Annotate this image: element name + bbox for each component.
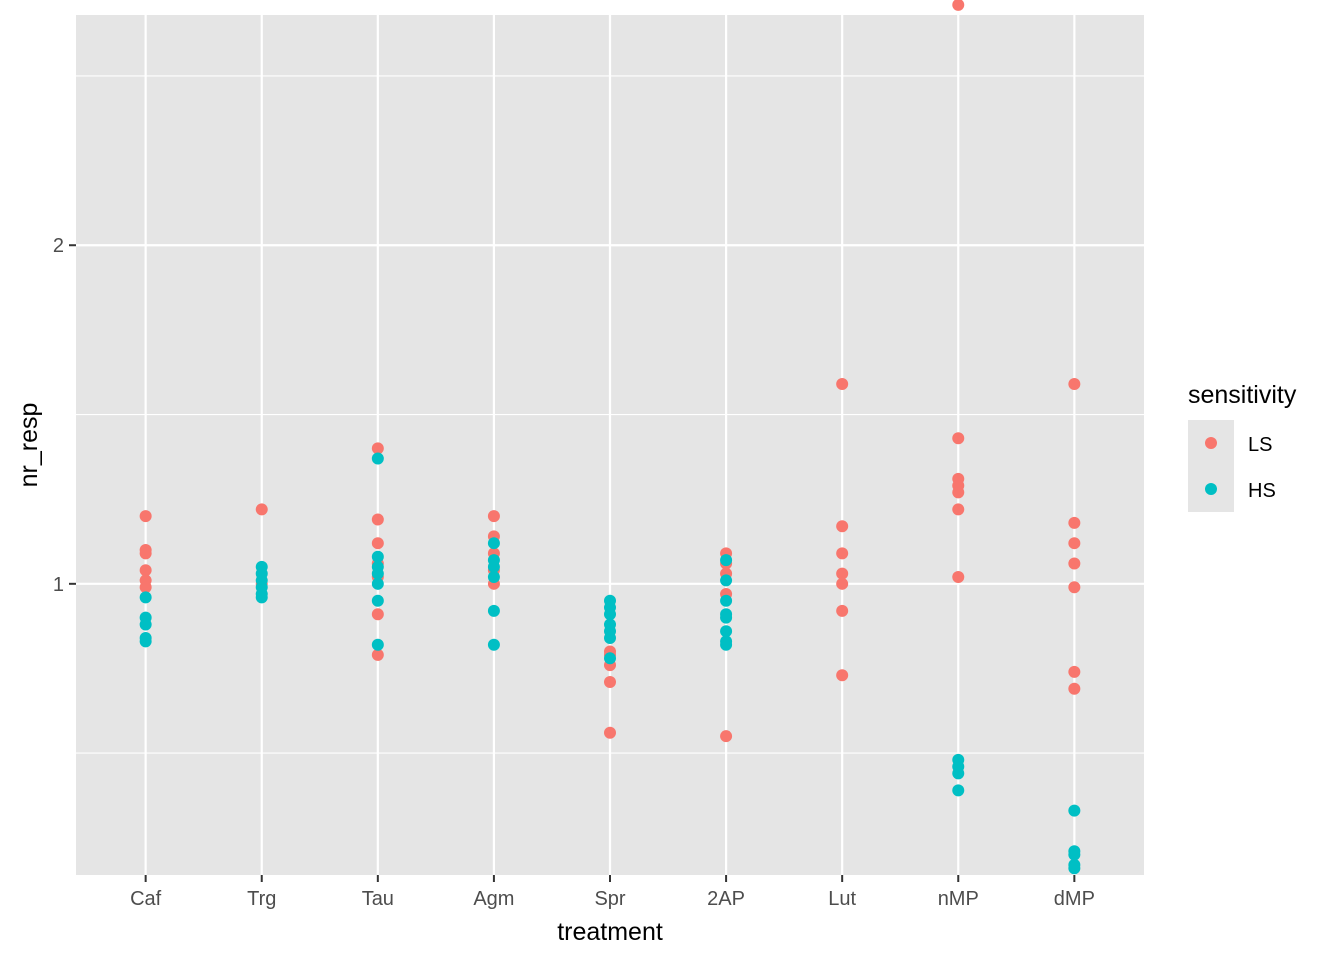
data-point-ls bbox=[1068, 537, 1081, 550]
data-point-ls bbox=[1068, 581, 1081, 594]
data-point-ls bbox=[604, 676, 616, 689]
data-point-ls bbox=[952, 432, 965, 445]
x-tick-label: Agm bbox=[473, 888, 514, 910]
legend: sensitivity LS HS bbox=[1188, 381, 1297, 512]
legend-title: sensitivity bbox=[1188, 381, 1297, 409]
data-point-hs bbox=[1068, 862, 1081, 875]
x-axis-title: treatment bbox=[557, 918, 663, 946]
data-point-hs bbox=[604, 652, 616, 665]
data-point-ls bbox=[720, 730, 733, 743]
data-point-ls bbox=[1068, 557, 1081, 570]
data-point-hs bbox=[720, 594, 733, 607]
data-point-ls bbox=[952, 503, 965, 516]
data-point-ls bbox=[836, 378, 849, 391]
data-point-ls bbox=[1068, 682, 1081, 695]
data-point-hs bbox=[1068, 848, 1081, 861]
data-point-ls bbox=[139, 510, 152, 523]
data-point-ls bbox=[371, 513, 384, 526]
data-point-hs bbox=[720, 625, 733, 638]
data-point-ls bbox=[836, 547, 849, 560]
x-tick-label: Caf bbox=[130, 888, 162, 910]
legend-marker-hs bbox=[1205, 483, 1217, 495]
data-point-hs bbox=[371, 550, 384, 563]
legend-label-ls: LS bbox=[1248, 434, 1272, 456]
data-point-ls bbox=[255, 503, 268, 516]
data-point-hs bbox=[720, 574, 733, 587]
x-tick-label: 2AP bbox=[707, 888, 745, 910]
data-point-ls bbox=[139, 581, 152, 594]
data-point-ls bbox=[836, 577, 849, 590]
data-point-hs bbox=[487, 537, 500, 550]
x-tick-label: Spr bbox=[594, 888, 625, 910]
data-point-hs bbox=[1068, 804, 1081, 817]
data-point-ls bbox=[1068, 665, 1081, 678]
data-point-hs bbox=[604, 631, 616, 644]
x-tick-label: nMP bbox=[938, 888, 979, 910]
data-point-hs bbox=[371, 452, 384, 465]
data-point-ls bbox=[1068, 378, 1081, 391]
data-point-hs bbox=[487, 604, 500, 617]
data-point-ls bbox=[836, 669, 849, 682]
data-point-hs bbox=[255, 591, 268, 604]
data-point-hs bbox=[487, 560, 500, 573]
data-point-ls bbox=[1068, 516, 1081, 529]
y-axis-title: nr_resp bbox=[15, 403, 43, 488]
y-tick-label: 2 bbox=[53, 235, 64, 257]
data-point-hs bbox=[371, 638, 384, 651]
data-point-hs bbox=[371, 567, 384, 580]
data-point-hs bbox=[139, 591, 152, 604]
x-tick-label: Tau bbox=[362, 888, 394, 910]
data-point-hs bbox=[139, 618, 152, 631]
data-point-hs bbox=[371, 594, 384, 607]
data-point-hs bbox=[139, 635, 152, 648]
data-point-ls bbox=[952, 571, 965, 584]
y-axis: 12 bbox=[53, 235, 76, 596]
x-tick-label: Trg bbox=[247, 888, 276, 910]
data-point-ls bbox=[487, 510, 500, 523]
data-point-ls bbox=[139, 564, 152, 577]
data-point-hs bbox=[720, 638, 733, 651]
data-point-hs bbox=[604, 608, 616, 621]
data-point-ls bbox=[952, 0, 965, 11]
data-point-ls bbox=[371, 537, 384, 550]
legend-label-hs: HS bbox=[1248, 480, 1276, 502]
data-points bbox=[139, 0, 1081, 875]
x-tick-label: Lut bbox=[828, 888, 856, 910]
data-point-hs bbox=[720, 611, 733, 624]
data-point-ls bbox=[836, 567, 849, 580]
data-point-hs bbox=[371, 577, 384, 590]
data-point-ls bbox=[604, 726, 616, 739]
data-point-hs bbox=[720, 554, 733, 567]
data-point-hs bbox=[487, 571, 500, 584]
data-point-hs bbox=[487, 638, 500, 651]
data-point-hs bbox=[952, 784, 965, 797]
y-tick-label: 1 bbox=[53, 574, 64, 596]
data-point-ls bbox=[371, 648, 384, 661]
data-point-ls bbox=[371, 608, 384, 621]
data-point-ls bbox=[952, 486, 965, 499]
x-axis: Caf Trg Tau Agm Spr 2AP Lut nMP dMP bbox=[130, 875, 1095, 910]
data-point-ls bbox=[371, 442, 384, 455]
x-tick-label: dMP bbox=[1054, 888, 1095, 910]
legend-marker-ls bbox=[1205, 437, 1217, 449]
data-point-hs bbox=[952, 767, 965, 780]
data-point-ls bbox=[836, 604, 849, 617]
data-point-ls bbox=[139, 547, 152, 560]
data-point-ls bbox=[836, 520, 849, 533]
